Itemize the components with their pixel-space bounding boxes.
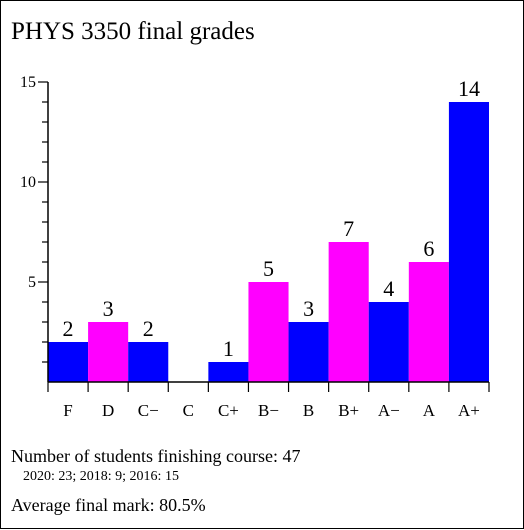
previous-years-text: 2020: 23; 2018: 9; 2016: 15: [23, 469, 179, 484]
data-label-7: 3: [303, 296, 314, 321]
bars: [48, 102, 489, 382]
x-tick-label-7: B: [303, 401, 314, 420]
x-tick-label-3: C−: [138, 401, 159, 420]
data-label-11: 14: [458, 76, 480, 101]
x-tick-label-6: B−: [258, 401, 279, 420]
data-label-3: 2: [143, 316, 154, 341]
data-label-2: 3: [103, 296, 114, 321]
x-tick-label-8: B+: [338, 401, 359, 420]
students-count-text: Number of students finishing course: 47: [11, 446, 301, 466]
data-label-9: 4: [383, 276, 394, 301]
average-mark-text: Average final mark: 80.5%: [11, 495, 206, 515]
bar-2: [88, 322, 129, 382]
data-label-5: 1: [223, 336, 234, 361]
data-labels: 2 F 3 D 2 C− C 1 C+ 5 B− 3 B 7 B+ 4 A− 6 A 14 A+: [63, 76, 480, 420]
bar-3: [128, 342, 169, 382]
bar-10: [408, 262, 449, 382]
chart-title: PHYS 3350 final grades: [11, 18, 255, 45]
x-tick-label-11: A+: [458, 401, 480, 420]
data-label-6: 5: [263, 256, 274, 281]
y-tick-label-10: 10: [20, 174, 36, 191]
y-tick-label-15: 15: [20, 74, 36, 91]
bar-8: [328, 242, 369, 382]
data-label-10: 6: [423, 236, 434, 261]
y-tick-label-5: 5: [28, 274, 36, 291]
x-tick-label-1: F: [63, 401, 72, 420]
x-tick-label-4: C: [183, 401, 194, 420]
bar-5: [208, 362, 249, 382]
x-tick-label-5: C+: [218, 401, 239, 420]
x-tick-label-2: D: [102, 401, 114, 420]
x-tick-label-10: A: [423, 401, 436, 420]
bar-7: [288, 322, 329, 382]
bar-1: [48, 342, 89, 382]
x-tick-label-9: A−: [378, 401, 400, 420]
bar-6: [248, 282, 289, 382]
data-label-1: 2: [63, 316, 74, 341]
bar-9: [368, 302, 409, 382]
data-label-8: 7: [343, 216, 354, 241]
bar-11: [448, 102, 489, 382]
